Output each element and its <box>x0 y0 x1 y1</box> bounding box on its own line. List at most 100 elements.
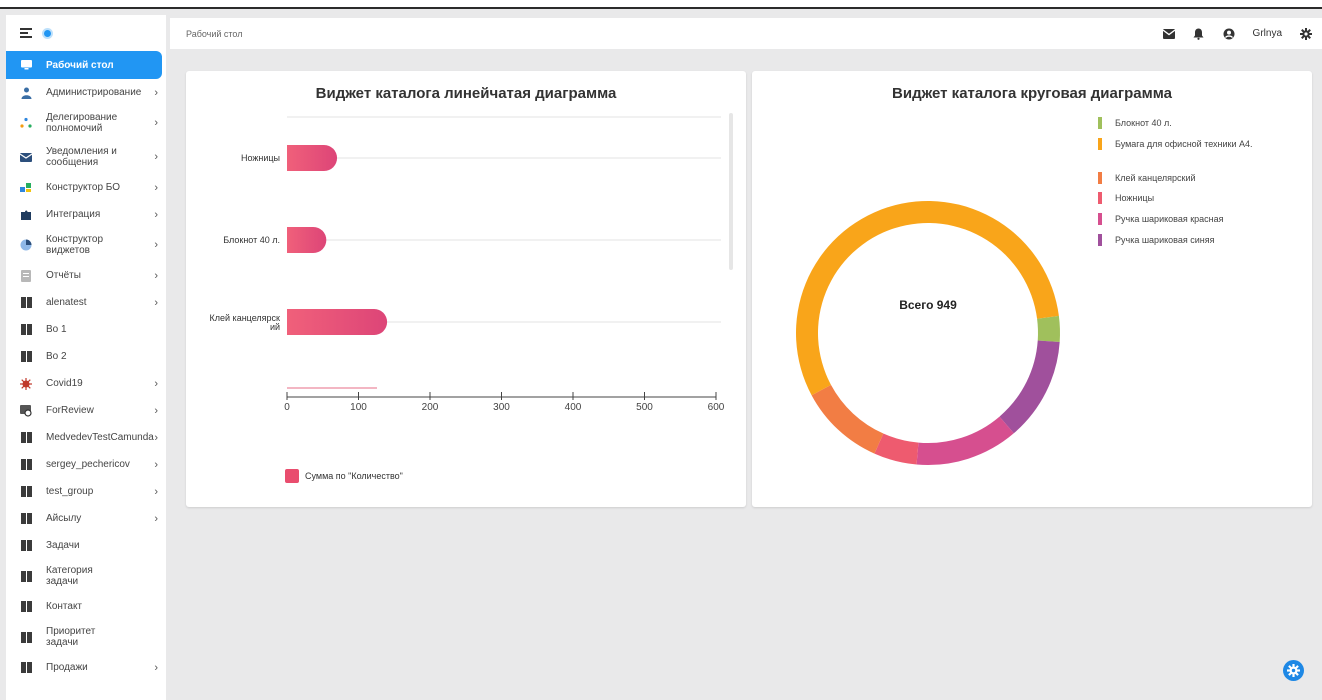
chevron-right-icon: › <box>154 239 158 251</box>
sidebar-item-label: Конструктор виджетов <box>46 234 104 256</box>
legend-label[interactable]: Бумага для офисной техники А4. <box>1115 139 1253 149</box>
sidebar-item-label: Контакт <box>46 601 83 612</box>
legend-label[interactable]: Ножницы <box>1115 193 1155 203</box>
sidebar-item-12[interactable]: ForReview › <box>6 397 166 424</box>
floating-settings-button[interactable] <box>1283 660 1304 681</box>
sidebar-item-label: Рабочий стол <box>46 59 114 71</box>
x-tick-label: 300 <box>493 402 510 413</box>
chevron-right-icon: › <box>154 431 158 444</box>
sidebar-item-5[interactable]: Интеграция › <box>6 201 166 228</box>
sidebar-item-21[interactable]: Продажи › <box>6 654 166 681</box>
sidebar-item-19[interactable]: Контакт <box>6 593 166 620</box>
donut-slice-2 <box>916 416 1014 465</box>
sidebar-item-8[interactable]: alenatest › <box>6 289 166 316</box>
puzzle-icon <box>20 209 32 221</box>
sidebar-item-18[interactable]: Категория задачи <box>6 559 166 593</box>
sidebar-menu: Рабочий стол Администрирование › Делегирова… <box>6 51 166 681</box>
sidebar-item-7[interactable]: Отчёты › <box>6 262 166 289</box>
building-icon <box>20 297 32 309</box>
sidebar-item-14[interactable]: sergey_pechericov › <box>6 451 166 478</box>
chevron-right-icon: › <box>154 86 158 99</box>
username[interactable]: Grlnya <box>1252 28 1282 39</box>
sidebar-item-label: Задачи <box>46 540 80 551</box>
admin-icon <box>20 87 32 99</box>
bell-icon[interactable] <box>1193 28 1205 40</box>
legend-label[interactable]: Клей канцелярский <box>1115 173 1196 183</box>
sidebar-item-16[interactable]: Айсылу › <box>6 505 166 532</box>
x-tick-label: 200 <box>422 402 439 413</box>
sidebar-item-6[interactable]: Конструктор виджетов › <box>6 228 166 262</box>
window-top-edge <box>0 0 1322 9</box>
delegation-icon <box>20 117 32 129</box>
sidebar-item-label: Covid19 <box>46 378 83 389</box>
sidebar-item-label: Конструктор БО <box>46 182 121 193</box>
legend-swatch <box>1098 117 1102 129</box>
legend-swatch <box>1098 234 1102 246</box>
gear-icon <box>1287 664 1300 677</box>
donut-slice-5 <box>796 201 1059 396</box>
sidebar-item-label: Продажи <box>46 662 88 673</box>
sidebar-item-20[interactable]: Приоритет задачи <box>6 620 166 654</box>
sidebar-item-15[interactable]: test_group › <box>6 478 166 505</box>
menu-toggle-icon[interactable] <box>20 28 32 38</box>
x-tick-label: 100 <box>350 402 367 413</box>
donut-chart: Всего 949 <box>796 201 1060 465</box>
sidebar-header <box>6 15 166 51</box>
category-label: Блокнот 40 л. <box>223 235 280 245</box>
legend-label[interactable]: Ручка шариковая синяя <box>1115 235 1215 245</box>
sidebar-item-0[interactable]: Рабочий стол <box>6 51 162 79</box>
sidebar-item-13[interactable]: MedvedevTestCamunda › <box>6 424 166 451</box>
header-actions: Grlnya <box>1162 18 1312 49</box>
chevron-right-icon: › <box>154 377 158 390</box>
sidebar-item-label: Делегирование полномочий <box>46 112 118 134</box>
bar-chart-widget: Виджет каталога линейчатая диаграмма Нож… <box>186 71 746 507</box>
sidebar-item-label: test_group <box>46 486 94 497</box>
chevron-right-icon: › <box>154 661 158 674</box>
sidebar-item-3[interactable]: Уведомления и сообщения › <box>6 140 166 174</box>
sidebar-item-4[interactable]: Конструктор БО › <box>6 174 166 201</box>
sidebar-item-label: sergey_pechericov <box>46 459 130 470</box>
legend-swatch <box>285 469 299 483</box>
sidebar-item-label: Айсылу <box>46 513 82 524</box>
mail-icon[interactable] <box>1162 28 1175 40</box>
report-icon <box>20 269 32 282</box>
widget-icon <box>20 239 32 251</box>
donut-slice-4 <box>811 384 884 454</box>
building-icon <box>20 459 32 471</box>
sidebar-item-1[interactable]: Администрирование › <box>6 79 166 106</box>
sidebar-item-label: ForReview <box>46 405 94 416</box>
review-icon <box>20 404 32 417</box>
sidebar-item-2[interactable]: Делегирование полномочий › <box>6 106 166 140</box>
user-avatar-icon[interactable] <box>1223 28 1235 40</box>
legend-swatch <box>1098 213 1102 225</box>
x-tick-label: 0 <box>284 402 290 413</box>
building-icon <box>20 351 32 363</box>
sidebar-item-17[interactable]: Задачи <box>6 532 166 559</box>
legend-label[interactable]: Блокнот 40 л. <box>1115 118 1172 128</box>
legend-label[interactable]: Ручка шариковая красная <box>1115 214 1224 224</box>
sidebar-item-label: Bo 2 <box>46 351 67 362</box>
bar-1 <box>287 227 327 253</box>
bar-2 <box>287 309 388 335</box>
sidebar-item-9[interactable]: Bo 1 <box>6 316 166 343</box>
x-tick-label: 400 <box>565 402 582 413</box>
building-icon <box>20 601 32 613</box>
chevron-right-icon: › <box>154 208 158 221</box>
top-bar: Рабочий стол Grlnya <box>170 18 1322 49</box>
x-tick-label: 500 <box>636 402 653 413</box>
monitor-icon <box>20 59 32 71</box>
sidebar-item-label: Отчёты <box>46 270 81 281</box>
sidebar-item-label: MedvedevTestCamunda <box>46 432 154 443</box>
sidebar: Рабочий стол Администрирование › Делегирова… <box>6 15 166 700</box>
sidebar-item-label: Приоритет задачи <box>46 626 96 648</box>
sidebar-item-10[interactable]: Bo 2 <box>6 343 166 370</box>
settings-gear-icon[interactable] <box>1300 27 1312 40</box>
building-icon <box>20 631 32 643</box>
chevron-right-icon: › <box>154 404 158 417</box>
sidebar-item-11[interactable]: Covid19 › <box>6 370 166 397</box>
donut-center-label: Всего 949 <box>899 298 957 312</box>
bar-0 <box>287 145 338 171</box>
mail-icon <box>20 151 32 163</box>
chevron-right-icon: › <box>154 269 158 282</box>
chevron-right-icon: › <box>154 512 158 525</box>
